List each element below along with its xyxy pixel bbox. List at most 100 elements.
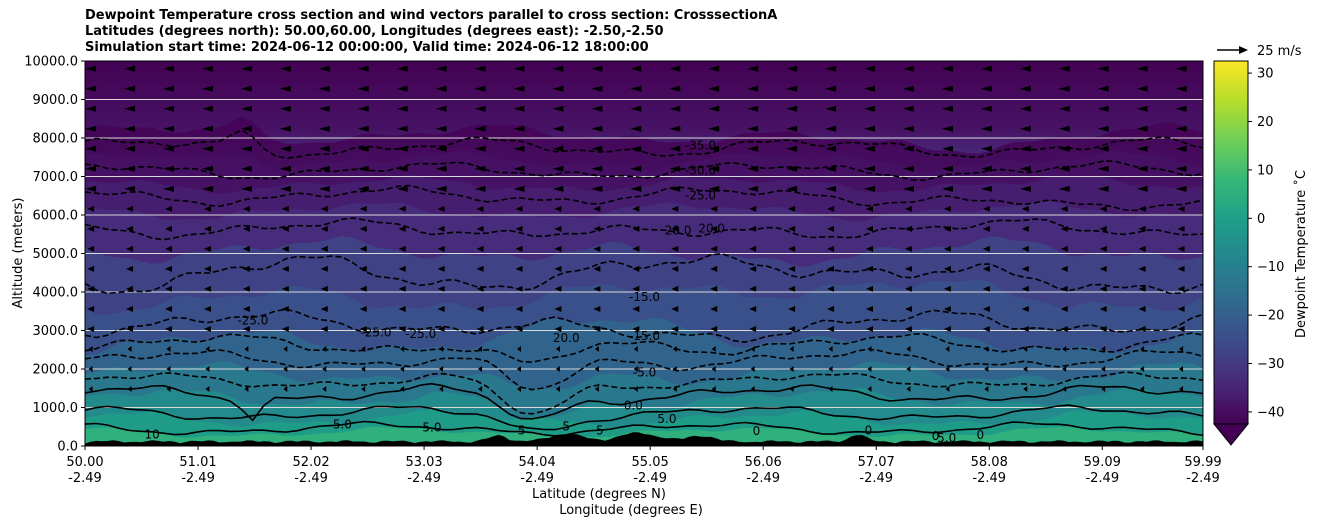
wind-vector bbox=[1099, 325, 1107, 332]
contour-label: 20.0 bbox=[665, 223, 692, 237]
wind-vector bbox=[437, 205, 445, 212]
y-tick-label: 4000.0 bbox=[33, 286, 79, 301]
wind-vector bbox=[279, 165, 291, 172]
x-axis-label-lon: Longitude (degrees E) bbox=[559, 503, 703, 518]
wind-vector bbox=[669, 165, 681, 172]
wind-vector bbox=[1058, 145, 1070, 152]
wind-vector bbox=[980, 145, 992, 152]
wind-vector bbox=[866, 205, 874, 212]
wind-vector bbox=[980, 125, 992, 132]
wind-vector bbox=[357, 65, 369, 72]
wind-vector bbox=[435, 145, 447, 152]
wind-vector bbox=[943, 205, 951, 212]
wind-vector bbox=[396, 145, 408, 152]
wind-vector bbox=[1097, 65, 1109, 72]
wind-vector bbox=[591, 145, 603, 152]
wind-vector bbox=[1062, 345, 1067, 352]
colorbar-tick-label: 20 bbox=[1257, 115, 1274, 130]
wind-vector bbox=[594, 366, 599, 372]
wind-key-label: 25 m/s bbox=[1257, 44, 1302, 59]
wind-vector bbox=[240, 165, 252, 172]
wind-vector bbox=[1060, 325, 1068, 332]
contour-label: -35.0 bbox=[685, 139, 716, 153]
wind-vector bbox=[1097, 165, 1109, 172]
wind-vector bbox=[1099, 305, 1107, 312]
wind-vector bbox=[437, 285, 445, 292]
wind-vector bbox=[279, 145, 291, 152]
contour-label: -15.0 bbox=[629, 329, 660, 343]
wind-vector bbox=[1136, 65, 1148, 72]
wind-vector bbox=[1021, 225, 1029, 232]
x-tick-label-lat: 59.99 bbox=[1184, 455, 1221, 470]
wind-vector bbox=[980, 185, 992, 192]
wind-vector bbox=[85, 105, 97, 112]
wind-vector bbox=[867, 366, 872, 372]
wind-vector bbox=[904, 265, 912, 272]
wind-vector bbox=[359, 285, 367, 292]
wind-vector bbox=[827, 205, 835, 212]
wind-vector bbox=[242, 245, 250, 252]
wind-vector bbox=[1021, 325, 1029, 332]
wind-vector bbox=[320, 245, 328, 252]
wind-vector bbox=[242, 285, 250, 292]
wind-vector bbox=[87, 245, 95, 252]
contour-label: 5 bbox=[562, 420, 570, 434]
wind-vector bbox=[980, 105, 992, 112]
wind-vector bbox=[1175, 125, 1187, 132]
wind-vector bbox=[281, 285, 289, 292]
wind-vector bbox=[788, 265, 796, 272]
wind-vector bbox=[710, 325, 718, 332]
wind-vector bbox=[555, 386, 560, 393]
wind-vector bbox=[708, 165, 720, 172]
wind-vector bbox=[437, 325, 445, 332]
wind-vector bbox=[828, 345, 833, 352]
wind-vector bbox=[357, 185, 369, 192]
wind-vector bbox=[162, 145, 174, 152]
wind-vector bbox=[359, 265, 367, 272]
wind-vector bbox=[474, 65, 486, 72]
wind-vector bbox=[515, 245, 523, 252]
wind-vector bbox=[1175, 185, 1187, 192]
wind-vector bbox=[594, 386, 599, 393]
wind-vector bbox=[1177, 265, 1185, 272]
wind-vector bbox=[1138, 285, 1146, 292]
wind-vector bbox=[164, 225, 172, 232]
wind-vector bbox=[205, 366, 210, 372]
wind-vector bbox=[166, 345, 171, 352]
wind-vector bbox=[166, 386, 171, 393]
wind-vector bbox=[1138, 225, 1146, 232]
wind-vector bbox=[710, 265, 718, 272]
wind-vector bbox=[591, 65, 603, 72]
contour-label: 0 bbox=[932, 429, 940, 443]
wind-vector bbox=[87, 285, 95, 292]
wind-vector bbox=[633, 366, 638, 372]
wind-vector bbox=[476, 285, 484, 292]
wind-vector bbox=[357, 85, 369, 92]
colorbar: −40 −30 −20 −10 0 10 20 30 Dewpoint Temperature… bbox=[1212, 60, 1309, 446]
wind-vector bbox=[788, 305, 796, 312]
wind-vector bbox=[240, 145, 252, 152]
wind-vector bbox=[866, 325, 874, 332]
wind-vector bbox=[591, 165, 603, 172]
wind-vector bbox=[318, 165, 330, 172]
wind-vector bbox=[1097, 145, 1109, 152]
wind-vector bbox=[984, 386, 989, 393]
wind-vector bbox=[788, 285, 796, 292]
wind-vector bbox=[279, 85, 291, 92]
wind-vector bbox=[672, 386, 677, 393]
wind-vector bbox=[669, 65, 681, 72]
wind-vector bbox=[126, 305, 134, 312]
wind-vector bbox=[124, 125, 136, 132]
wind-vector bbox=[205, 345, 210, 352]
wind-vector bbox=[1177, 285, 1185, 292]
wind-vector bbox=[554, 225, 562, 232]
wind-vector bbox=[827, 305, 835, 312]
wind-vector bbox=[474, 85, 486, 92]
y-tick-label: 6000.0 bbox=[33, 209, 79, 224]
wind-vector bbox=[708, 125, 720, 132]
wind-vector bbox=[633, 345, 638, 352]
wind-vector bbox=[320, 225, 328, 232]
wind-vector bbox=[669, 145, 681, 152]
wind-vector bbox=[320, 205, 328, 212]
wind-vector bbox=[828, 386, 833, 393]
